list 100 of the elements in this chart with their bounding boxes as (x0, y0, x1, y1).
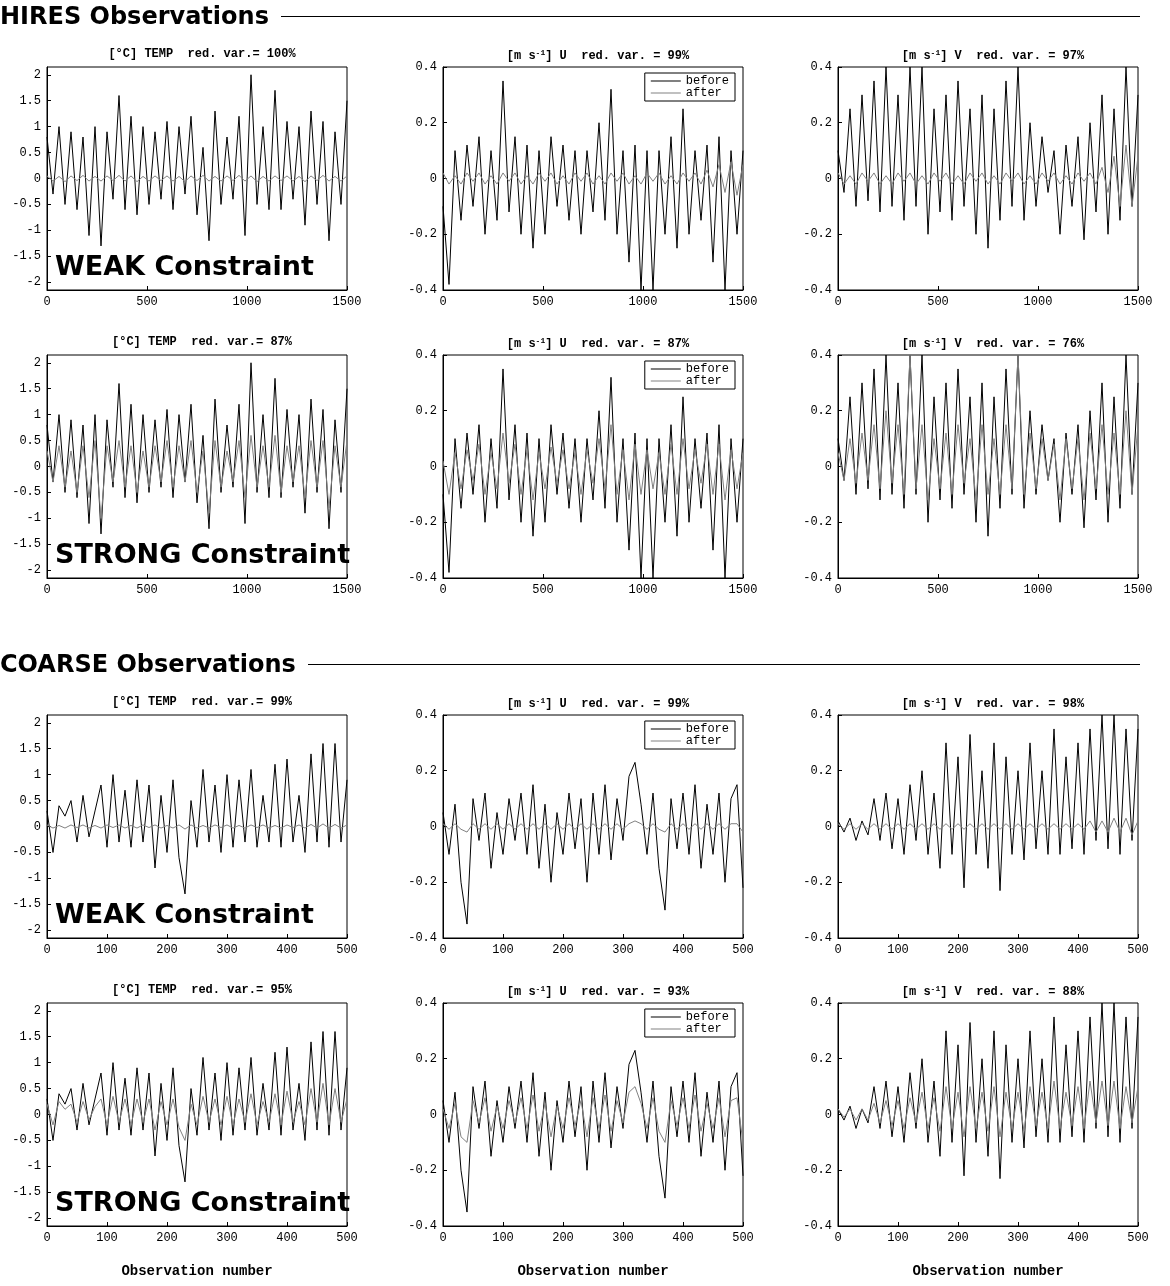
x-tick-label: 100 (96, 943, 118, 957)
x-tick-label: 500 (1127, 1231, 1149, 1245)
y-tick-label: -1 (26, 511, 41, 526)
x-tick-label: 1000 (628, 295, 658, 309)
y-tick-label: 0 (429, 1107, 437, 1122)
x-tick-label: 500 (532, 295, 554, 309)
y-tick-label: 0.2 (415, 403, 437, 418)
y-tick-label: 0 (429, 171, 437, 186)
y-tick-label: 0.2 (810, 1051, 832, 1066)
y-tick-label: -0.5 (12, 197, 41, 212)
y-tick-label: 2 (33, 67, 41, 82)
chart-title: [°C] TEMP red. var.= 95% (111, 983, 293, 997)
y-tick-label: -0.4 (803, 571, 832, 585)
x-tick-label: 400 (1067, 943, 1089, 957)
x-tick-label: 300 (1007, 1231, 1029, 1245)
y-tick-label: -1.5 (12, 1185, 41, 1200)
x-tick-label: 1000 (232, 583, 262, 597)
x-tick-label: 1500 (332, 583, 362, 597)
x-tick-label: 1000 (628, 583, 658, 597)
chart-title: [°C] TEMP red. var.= 99% (111, 695, 293, 709)
y-tick-label: -0.2 (408, 227, 437, 242)
y-tick-label: -0.2 (803, 1163, 832, 1178)
x-tick-label: 300 (612, 943, 634, 957)
y-tick-label: 0.2 (415, 1051, 437, 1066)
y-tick-label: 1 (33, 119, 41, 134)
x-tick-label: 0 (43, 943, 51, 957)
y-tick-label: -0.4 (408, 571, 437, 585)
x-tick-label: 0 (439, 1231, 447, 1245)
y-tick-label: 0.4 (415, 60, 437, 74)
y-tick-label: 1 (33, 767, 41, 782)
y-tick-label: -2 (26, 275, 41, 290)
y-tick-label: 0 (33, 171, 41, 186)
x-tick-label: 0 (43, 295, 51, 309)
x-tick-label: 100 (492, 1231, 514, 1245)
x-tick-label: 300 (216, 943, 238, 957)
legend-label: after (685, 86, 722, 100)
y-tick-label: -0.2 (408, 515, 437, 530)
y-tick-label: 0.4 (415, 348, 437, 362)
x-tick-label: 1500 (728, 295, 758, 309)
y-tick-label: 0 (429, 819, 437, 834)
chart-title: [°C] TEMP red. var.= 87% (111, 335, 293, 349)
y-tick-label: -0.2 (803, 227, 832, 242)
annotation: WEAK Constraint (55, 898, 315, 929)
x-tick-label: 400 (1067, 1231, 1089, 1245)
y-tick-label: 0 (33, 1107, 41, 1122)
y-tick-label: -1.5 (12, 537, 41, 552)
y-tick-label: 2 (33, 715, 41, 730)
y-tick-label: -0.4 (408, 283, 437, 297)
x-tick-label: 200 (552, 1231, 574, 1245)
x-axis-title: Observation number (517, 1263, 669, 1279)
x-tick-label: 200 (156, 943, 178, 957)
x-tick-label: 0 (834, 583, 842, 597)
legend-label: before (685, 74, 730, 88)
chart-subtitle: HIRES Observations (0, 1, 269, 31)
y-tick-label: -0.4 (803, 931, 832, 945)
x-tick-label: 500 (336, 943, 358, 957)
annotation: STRONG Constraint (55, 1186, 351, 1217)
y-tick-label: 0 (824, 1107, 832, 1122)
legend-label: after (685, 1022, 722, 1036)
y-tick-label: 0.2 (415, 115, 437, 130)
y-tick-label: 0 (824, 171, 832, 186)
y-tick-label: -0.5 (12, 485, 41, 500)
y-tick-label: -1 (26, 223, 41, 238)
y-tick-label: 0 (824, 459, 832, 474)
y-tick-label: -1.5 (12, 897, 41, 912)
x-axis-title: Observation number (121, 1263, 273, 1279)
y-tick-label: -1.5 (12, 249, 41, 264)
legend-label: after (685, 374, 722, 388)
x-tick-label: 200 (947, 943, 969, 957)
annotation: WEAK Constraint (55, 250, 315, 281)
x-tick-label: 300 (216, 1231, 238, 1245)
y-tick-label: 0.4 (810, 708, 832, 722)
y-tick-label: 0.4 (810, 348, 832, 362)
x-tick-label: 1500 (332, 295, 362, 309)
y-tick-label: 0 (33, 819, 41, 834)
x-tick-label: 500 (1127, 943, 1149, 957)
y-tick-label: -0.4 (408, 931, 437, 945)
x-tick-label: 200 (552, 943, 574, 957)
x-tick-label: 200 (947, 1231, 969, 1245)
x-tick-label: 400 (672, 943, 694, 957)
y-tick-label: 0.5 (19, 793, 41, 808)
x-tick-label: 400 (672, 1231, 694, 1245)
x-tick-label: 100 (96, 1231, 118, 1245)
x-tick-label: 0 (834, 943, 842, 957)
x-tick-label: 500 (136, 295, 158, 309)
x-tick-label: 0 (439, 583, 447, 597)
y-tick-label: 1.5 (19, 381, 41, 396)
y-tick-label: 2 (33, 1003, 41, 1018)
y-tick-label: -0.4 (803, 1219, 832, 1233)
x-tick-label: 500 (532, 583, 554, 597)
y-tick-label: 0.2 (810, 403, 832, 418)
legend-label: before (685, 1010, 730, 1024)
x-tick-label: 500 (732, 1231, 754, 1245)
y-tick-label: 0 (33, 459, 41, 474)
x-tick-label: 1500 (728, 583, 758, 597)
y-tick-label: -0.2 (803, 875, 832, 890)
y-tick-label: -2 (26, 563, 41, 578)
y-tick-label: -0.5 (12, 845, 41, 860)
x-tick-label: 1500 (1123, 295, 1153, 309)
y-tick-label: 0.4 (810, 996, 832, 1010)
